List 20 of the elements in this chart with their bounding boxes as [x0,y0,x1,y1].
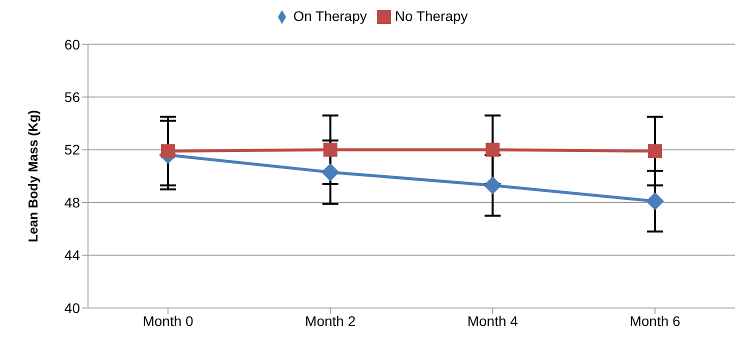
y-tick-label: 48 [64,194,80,210]
x-tick-label: Month 2 [305,312,356,329]
point [648,144,662,158]
y-tick-label: 44 [64,247,80,264]
point [486,142,500,157]
legend-label: No Therapy [394,8,468,24]
point [484,176,502,194]
point [323,142,338,157]
y-tick-label: 60 [64,36,80,52]
x-tick-label: Month 0 [142,312,194,329]
legend-label: On Therapy [293,8,367,24]
point [161,144,175,158]
point [646,192,664,210]
x-tick-label: Month 4 [467,312,518,329]
y-tick-label: 40 [64,300,80,316]
y-axis-title: Lean Body Mass (Kg) [26,110,41,242]
y-tick-label: 56 [64,89,80,106]
y-tick-label: 52 [64,142,80,158]
x-tick-label: Month 6 [630,312,681,329]
point [321,163,340,182]
